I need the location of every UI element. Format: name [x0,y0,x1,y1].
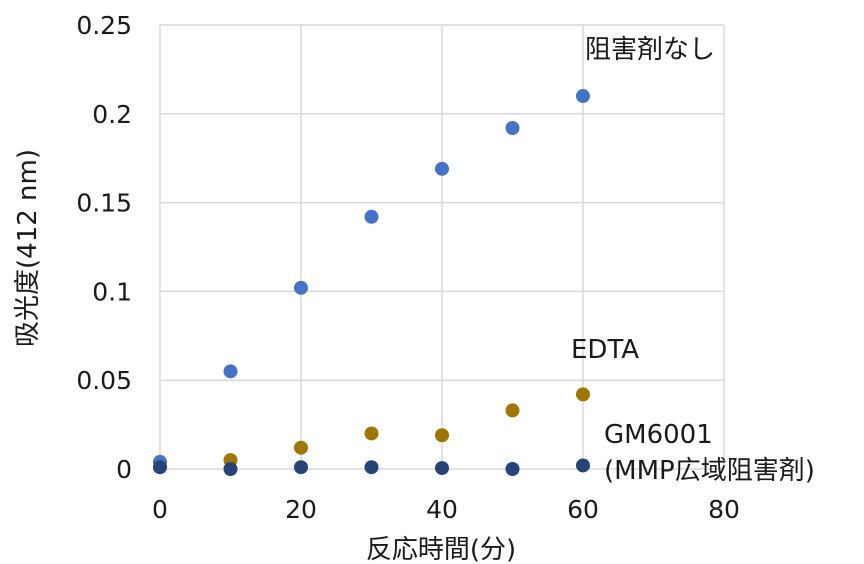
y-tick-label: 0.1 [92,277,132,306]
data-point-series-1 [364,426,379,441]
data-point-series-0 [505,121,520,136]
x-tick-label: 40 [426,495,458,524]
series-label-gm6001: GM6001 [604,420,713,450]
x-tick-label: 60 [567,495,599,524]
data-point-series-2 [576,458,590,473]
x-tick-label: 0 [152,495,168,524]
series-label-edta: EDTA [571,335,639,365]
x-axis-ticks: 0 20 40 60 80 [152,495,740,524]
y-tick-label: 0.2 [92,100,132,129]
data-point-series-0 [435,161,449,176]
data-point-series-2 [223,462,238,476]
y-axis-ticks: 0 0.05 0.1 0.15 0.2 0.25 [76,11,132,484]
data-point-series-1 [435,428,449,443]
data-point-series-0 [364,209,379,224]
x-tick-label: 20 [285,495,317,524]
data-point-series-2 [294,460,308,475]
gridlines [159,24,725,470]
y-axis-title: 吸光度(412 nm) [13,149,43,347]
data-point-series-1 [576,387,590,402]
data-point-series-2 [153,460,167,475]
data-point-series-2 [364,460,379,475]
y-tick-label: 0.15 [76,189,132,218]
data-point-series-2 [505,462,520,476]
y-tick-label: 0.05 [76,366,132,395]
data-point-series-2 [435,461,449,476]
y-tick-label: 0.25 [76,11,132,40]
series-label-no-inhibitor: 阻害剤なし [585,35,715,65]
x-axis-title: 反応時間(分) [366,535,516,564]
data-point-series-1 [505,403,520,418]
data-point-series-0 [576,89,590,104]
data-point-series-0 [294,280,308,295]
series-label-gm6001-note: (MMP広域阻害剤) [604,456,815,486]
data-point-series-1 [294,440,308,455]
x-tick-label: 80 [708,495,740,524]
y-tick-label: 0 [116,455,132,484]
data-point-series-0 [223,364,238,379]
data-points [153,89,590,476]
